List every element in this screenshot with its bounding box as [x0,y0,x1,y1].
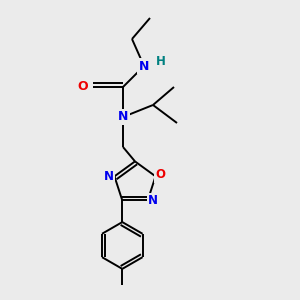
Text: N: N [139,59,149,73]
Text: O: O [155,168,165,181]
Text: N: N [148,194,158,207]
Text: H: H [155,55,165,68]
Text: N: N [104,170,114,183]
Text: N: N [118,110,128,124]
Text: O: O [77,80,88,94]
